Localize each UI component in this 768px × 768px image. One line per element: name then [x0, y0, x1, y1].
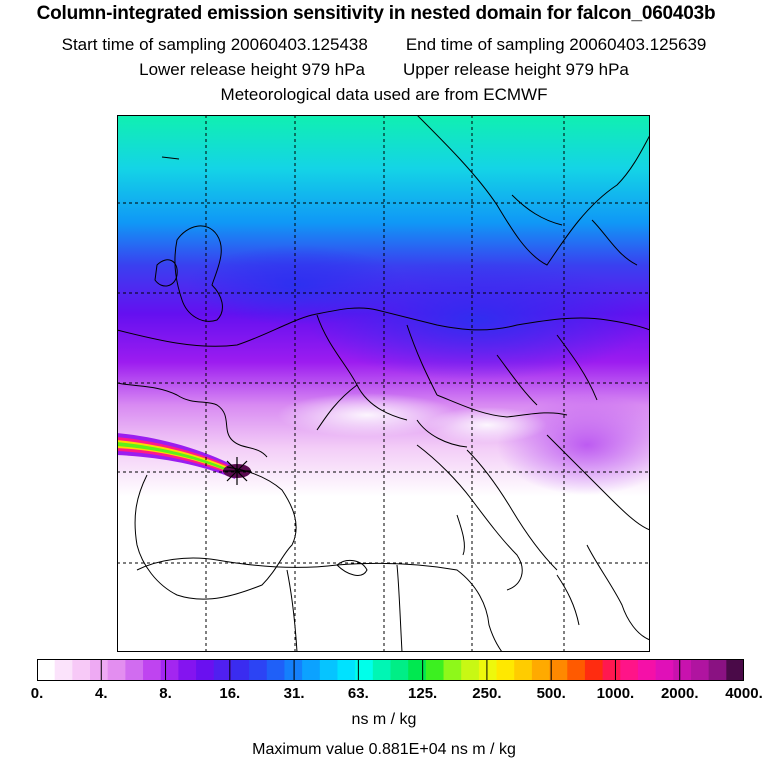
colorbar-cell	[178, 659, 197, 681]
colorbar-label: 63.	[347, 685, 369, 702]
colorbar-cell	[549, 659, 568, 681]
colorbar-cell	[143, 659, 162, 681]
colorbar-cell	[231, 659, 250, 681]
colorbar-label: 0.	[30, 685, 44, 702]
colorbar-cell	[496, 659, 515, 681]
sampling-times: Start time of sampling 20060403.125438 En…	[0, 35, 768, 55]
sensitivity-map	[117, 115, 650, 652]
colorbar-cell	[302, 659, 321, 681]
colorbar-cell	[337, 659, 356, 681]
lower-release-height: Lower release height 979 hPa	[139, 60, 365, 79]
colorbar-cell	[726, 659, 744, 681]
coastlines	[117, 115, 650, 652]
colorbar-cell	[584, 659, 604, 681]
map-frame	[117, 115, 650, 652]
upper-release-height: Upper release height 979 hPa	[403, 60, 629, 79]
colorbar-cell	[54, 659, 73, 681]
colorbar-label: 250.	[472, 685, 502, 702]
release-location-star	[223, 457, 251, 485]
colorbar-cell	[266, 659, 286, 681]
colorbar-label: 4.	[95, 685, 108, 702]
colorbar-label: 31.	[283, 685, 305, 702]
colorbar-cell	[37, 659, 56, 681]
colorbar-units: ns m / kg	[351, 711, 417, 728]
colorbar-label: 16.	[219, 685, 241, 702]
start-time: Start time of sampling 20060403.125438	[61, 35, 368, 54]
colorbar-cell	[708, 659, 727, 681]
colorbar-label: 4000.	[725, 685, 763, 702]
colorbar-cell	[443, 659, 462, 681]
colorbar-cell	[514, 659, 533, 681]
colorbar-cell	[213, 659, 233, 681]
colorbar-cell	[690, 659, 710, 681]
colorbar-cell	[620, 659, 639, 681]
colorbar-cell	[125, 659, 144, 681]
colorbar-label: 8.	[159, 685, 172, 702]
colorbar	[37, 659, 744, 681]
colorbar-cell	[372, 659, 392, 681]
colorbar-label: 125.	[408, 685, 438, 702]
colorbar-cell	[390, 659, 409, 681]
colorbar-cell	[637, 659, 657, 681]
colorbar-label: 1000.	[596, 685, 635, 702]
colorbar-cell	[531, 659, 551, 681]
colorbar-cell	[249, 659, 268, 681]
colorbar-cell	[107, 659, 126, 681]
colorbar-cell	[478, 659, 498, 681]
maximum-value: Maximum value 0.881E+04 ns m / kg	[252, 741, 516, 758]
colorbar-cell	[425, 659, 445, 681]
release-heights: Lower release height 979 hPa Upper releas…	[0, 60, 768, 80]
colorbar-cell	[355, 659, 374, 681]
colorbar-cell	[567, 659, 586, 681]
colorbar-cell	[408, 659, 427, 681]
met-data-source: Meteorological data used are from ECMWF	[220, 85, 548, 104]
colorbar-cell	[90, 659, 109, 681]
colorbar-frame	[37, 659, 744, 681]
colorbar-label: 2000.	[660, 685, 699, 702]
colorbar-cell	[196, 659, 215, 681]
end-time: End time of sampling 20060403.125639	[405, 35, 707, 54]
colorbar-cell	[602, 659, 621, 681]
colorbar-cell	[673, 659, 692, 681]
colorbar-cell	[160, 659, 180, 681]
graticule	[117, 115, 650, 652]
colorbar-cell	[655, 659, 674, 681]
colorbar-cell	[461, 659, 480, 681]
map-title: Column-integrated emission sensitivity i…	[36, 3, 716, 24]
colorbar-cell	[72, 659, 91, 681]
colorbar-cell	[319, 659, 339, 681]
colorbar-label: 500.	[536, 685, 566, 702]
